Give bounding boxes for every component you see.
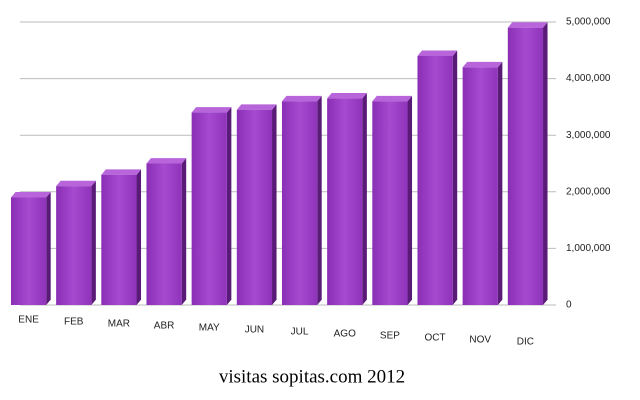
bar <box>191 112 227 305</box>
x-tick-label: OCT <box>425 333 446 344</box>
bar-top <box>146 158 187 164</box>
x-tick-label: NOV <box>469 335 491 346</box>
bar-side <box>362 93 367 305</box>
x-tick-label: MAR <box>108 319 130 330</box>
y-tick-label: 5,000,000 <box>566 17 611 28</box>
bar <box>146 163 182 305</box>
bar <box>236 109 273 305</box>
y-tick-label: 0 <box>566 300 572 311</box>
y-tick-label: 2,000,000 <box>566 186 611 197</box>
x-tick-label: JUL <box>291 327 309 338</box>
bar <box>327 98 363 305</box>
bar-top <box>417 50 458 56</box>
bar-side <box>452 50 458 305</box>
y-tick-label: 1,000,000 <box>566 243 611 254</box>
x-tick-label: ENE <box>18 315 39 326</box>
bar-side <box>91 180 96 305</box>
bar <box>10 197 47 305</box>
x-tick-label: SEP <box>380 331 400 342</box>
bar-top <box>327 93 367 99</box>
bar <box>56 186 92 305</box>
bar <box>101 174 137 305</box>
x-tick-label: ABR <box>154 321 175 332</box>
bar-side <box>497 61 503 305</box>
x-tick-label: FEB <box>64 317 84 328</box>
bar-side <box>46 192 51 305</box>
bar-top <box>462 61 503 68</box>
y-tick-label: 4,000,000 <box>566 73 611 84</box>
x-tick-label: JUN <box>245 325 264 336</box>
bar <box>417 55 453 306</box>
x-tick-label: MAY <box>199 323 220 334</box>
bar-side <box>136 169 142 305</box>
bar <box>281 101 318 306</box>
bar-top <box>10 192 51 198</box>
x-tick-label: AGO <box>334 329 356 340</box>
bar-side <box>543 22 548 305</box>
y-tick-label: 3,000,000 <box>566 130 611 141</box>
bar-top <box>281 95 322 102</box>
chart-title: visitas sopitas.com 2012 <box>219 366 405 387</box>
bar-side <box>181 158 187 305</box>
bar-side <box>407 95 413 305</box>
bar <box>462 67 498 305</box>
bar-top <box>372 95 413 102</box>
bar <box>507 27 544 305</box>
bar-top <box>56 180 96 187</box>
x-tick-label: DIC <box>517 337 534 348</box>
bar-top <box>236 104 277 110</box>
bar <box>372 101 408 306</box>
bar-side <box>317 95 322 305</box>
bar-top <box>191 107 232 113</box>
bar-top <box>507 22 548 28</box>
bar-side <box>272 104 277 305</box>
bar-top <box>101 169 142 175</box>
bar-side <box>226 107 232 305</box>
